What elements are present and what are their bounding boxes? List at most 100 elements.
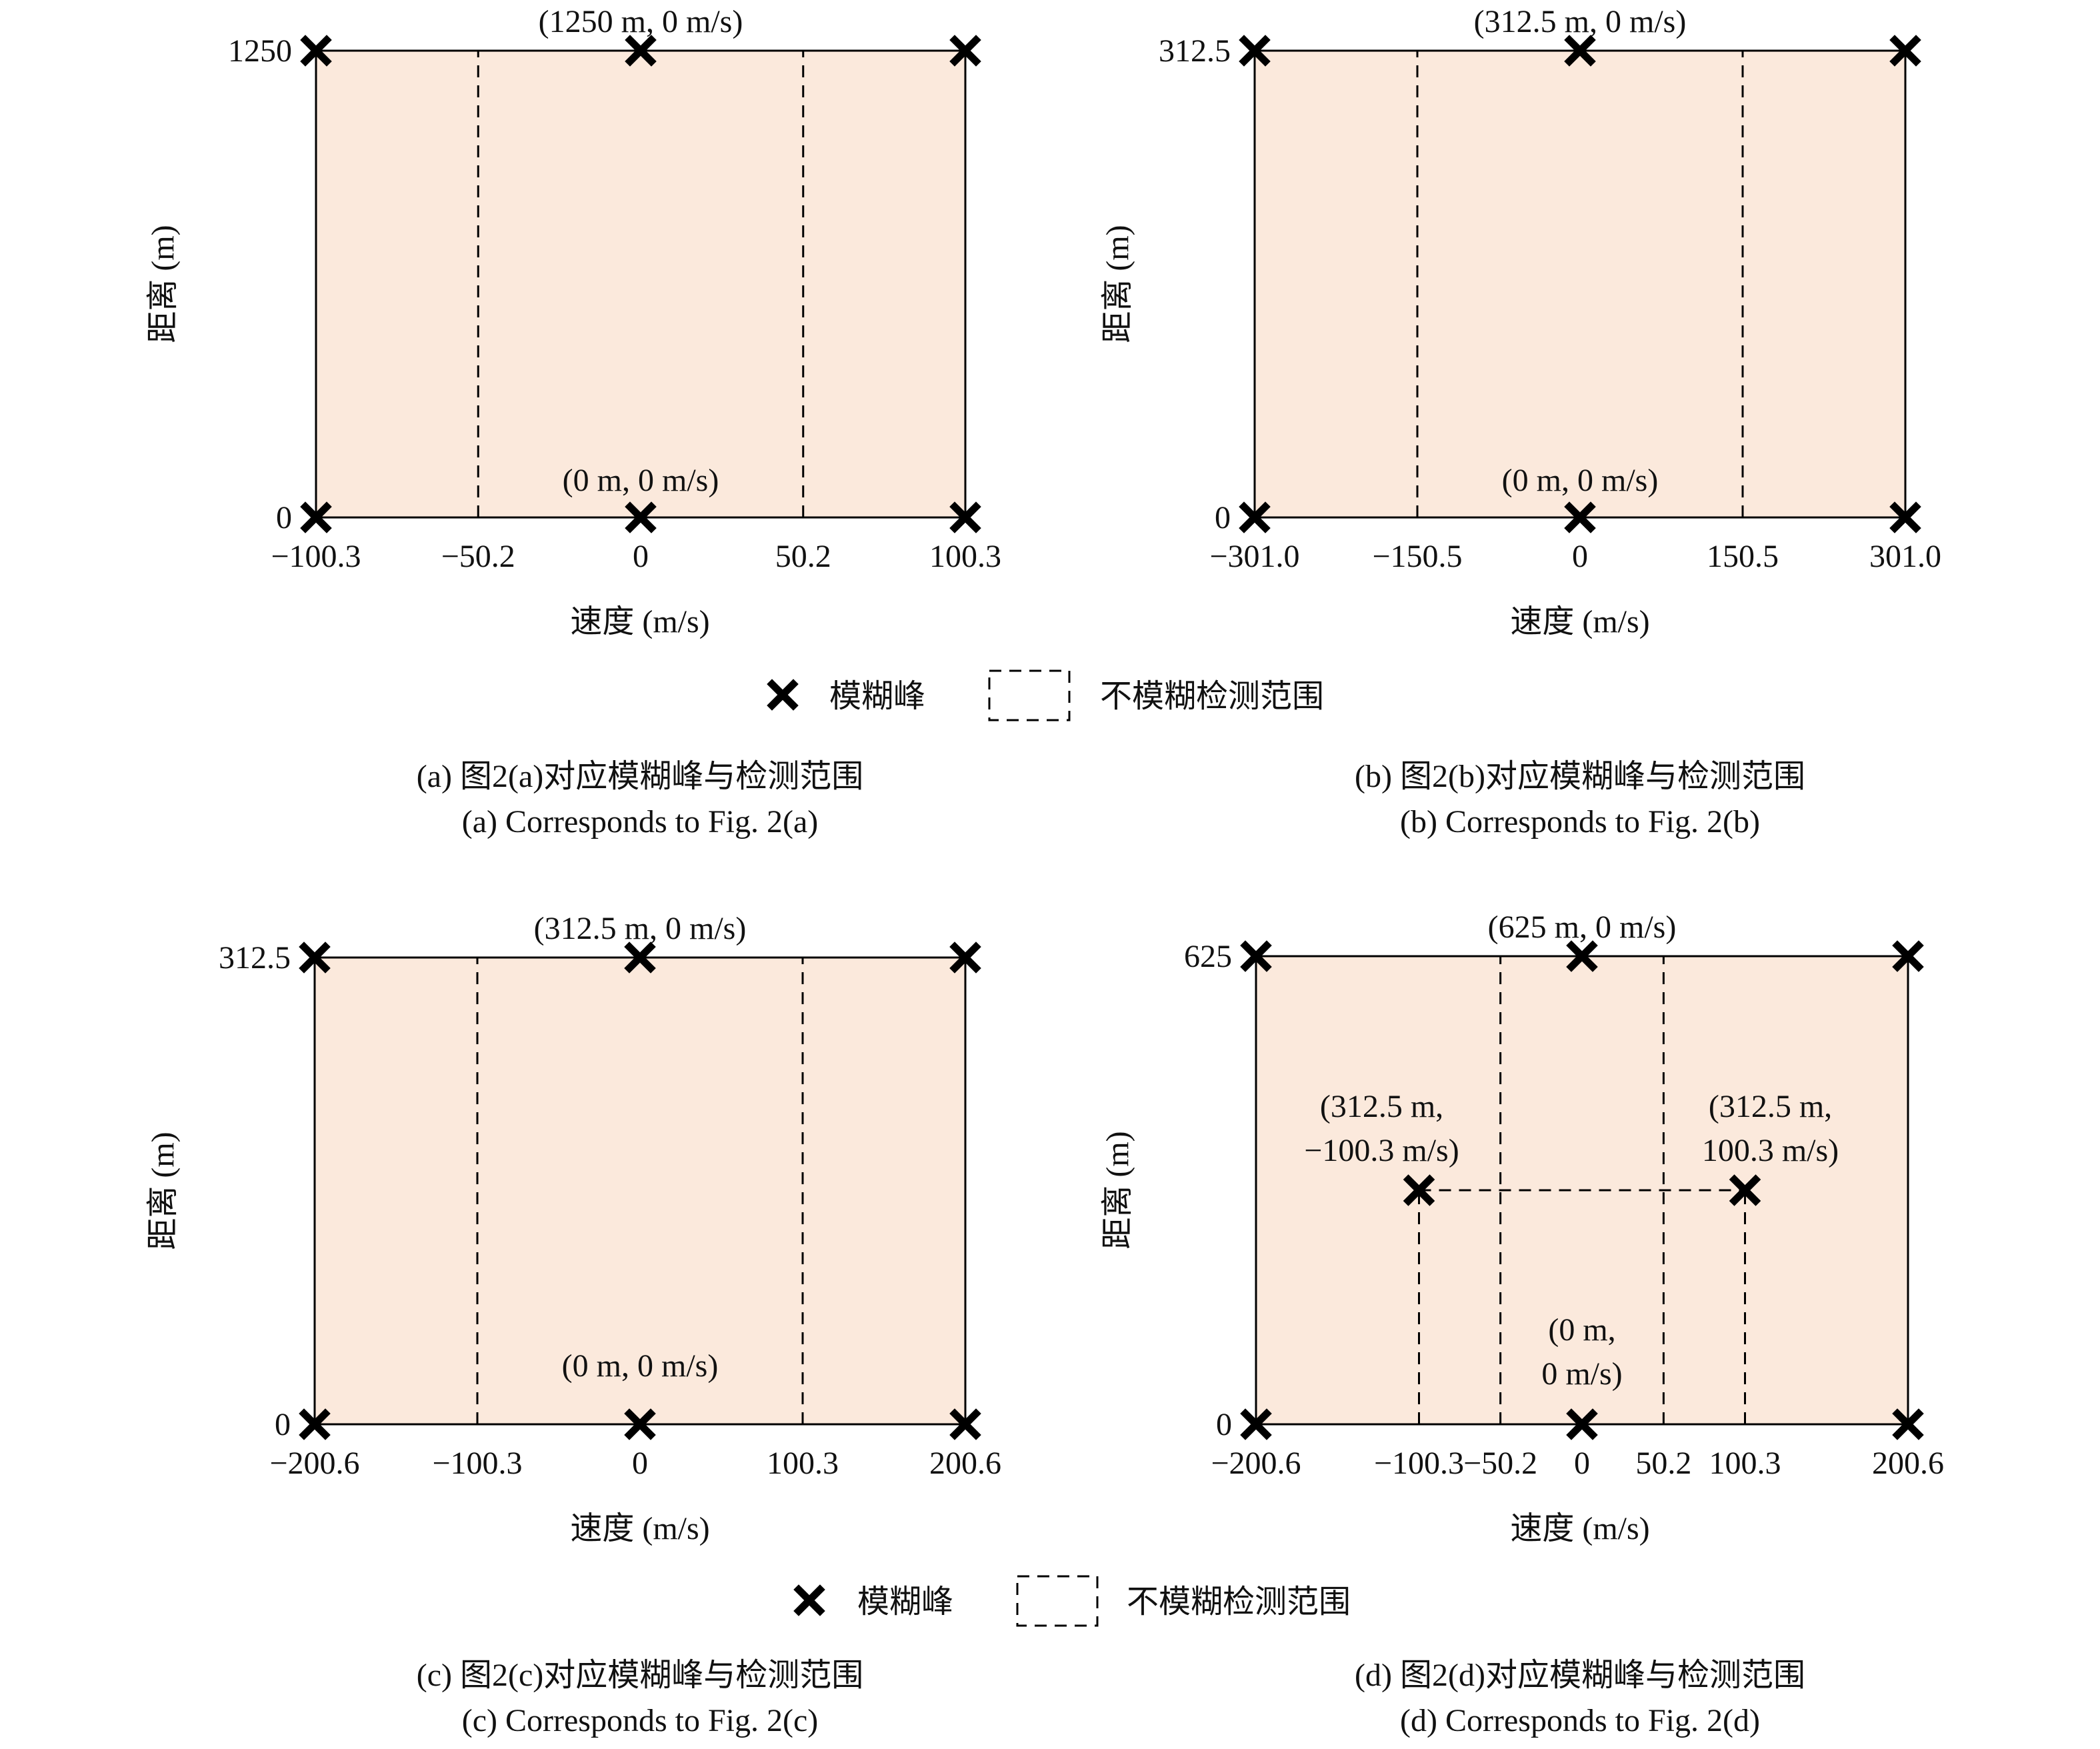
y-tick-label: 0 [1215,500,1231,535]
caption-chinese: (a) 图2(a)对应模糊峰与检测范围 [417,759,864,794]
legend-peak-icon [793,1584,825,1616]
ambiguity-peak-marker [1566,940,1598,972]
x-tick-label: 100.3 [767,1446,839,1481]
y-tick-label: 625 [1184,939,1232,974]
peak-annotation: (0 m, [1548,1312,1615,1348]
legend-region-icon [1016,1575,1099,1627]
x-tick-label: −200.6 [1211,1446,1301,1481]
ambiguity-peak-marker [949,1408,981,1440]
ambiguity-peak-marker [1239,501,1271,533]
ambiguity-peak-marker [1889,501,1921,533]
ambiguity-peak-marker [949,35,981,67]
peak-annotation: (0 m, 0 m/s) [562,1348,719,1384]
x-tick-label: 100.3 [929,539,1001,574]
peak-annotation: (312.5 m, 0 m/s) [534,911,747,946]
caption-english: (c) Corresponds to Fig. 2(c) [462,1703,819,1738]
legend-peak-icon [767,679,799,711]
ambiguity-peak-marker [1240,1408,1272,1440]
peak-annotation: (0 m, 0 m/s) [1502,463,1659,498]
x-tick-label: −50.2 [441,539,515,574]
caption-english: (d) Corresponds to Fig. 2(d) [1400,1703,1760,1738]
x-axis-label: 速度 (m/s) [570,1511,709,1546]
x-tick-label: 301.0 [1869,539,1941,574]
x-tick-label: −200.6 [269,1446,359,1481]
peak-annotation: (312.5 m, 0 m/s) [1474,4,1687,39]
ambiguity-peak-marker [625,35,657,67]
x-tick-label: 0 [632,1446,648,1481]
ambiguity-peak-marker [1889,35,1921,67]
caption-english: (b) Corresponds to Fig. 2(b) [1400,804,1760,839]
caption-chinese: (c) 图2(c)对应模糊峰与检测范围 [417,1658,864,1693]
ambiguity-peak-marker [1566,1408,1598,1440]
y-tick-label: 0 [276,500,292,535]
y-tick-label: 1250 [228,33,292,69]
x-tick-label: 200.6 [929,1446,1001,1481]
peak-annotation: −100.3 m/s) [1304,1133,1459,1168]
x-tick-label: 0 [1574,1446,1590,1481]
peak-annotation: 0 m/s) [1541,1356,1622,1392]
ambiguity-peak-marker [625,501,657,533]
x-axis-label: 速度 (m/s) [570,604,709,639]
legend-region-icon [988,669,1071,721]
y-axis-label: 距离 (m) [145,225,181,343]
ambiguity-peak-marker [300,501,332,533]
legend-region-label: 不模糊检测范围 [1127,1584,1351,1620]
x-axis-label: 速度 (m/s) [1510,1511,1649,1546]
ambiguity-peak-marker [1892,1408,1924,1440]
x-tick-label: −100.3 [432,1446,522,1481]
ambiguity-peak-marker [1240,940,1272,972]
legend: 模糊峰 不模糊检测范围 [793,1575,1351,1627]
ambiguity-peak-marker [299,1408,331,1440]
ambiguity-peak-marker [1892,940,1924,972]
x-tick-label: −100.3 [271,539,361,574]
plot-area [313,956,967,1426]
x-tick-label: 100.3 [1709,1446,1781,1481]
peak-annotation: 100.3 m/s) [1702,1133,1839,1168]
y-tick-label: 0 [275,1407,291,1442]
subplot-a: −100.3 −50.2 0 50.2 100.3 0 1250 速度 (m/s) 距离 (m)… [145,4,1001,839]
legend: 模糊峰 不模糊检测范围 [767,669,1324,721]
x-tick-label: 0 [633,539,649,574]
y-tick-label: 312.5 [219,940,291,976]
x-tick-label: −301.0 [1209,539,1299,574]
ambiguity-peak-marker [949,942,981,974]
ambiguity-peak-marker [949,501,981,533]
ambiguity-peak-marker [300,35,332,67]
ambiguity-peak-marker [624,942,656,974]
ambiguity-peak-marker [299,942,331,974]
peak-annotation: (312.5 m, [1709,1089,1832,1124]
peak-annotation: (1250 m, 0 m/s) [539,4,743,39]
subplot-c: −200.6 −100.3 0 100.3 200.6 0 312.5 速度 (m/s) 距离 … [145,911,1001,1738]
ambiguity-peak-marker [624,1408,656,1440]
x-tick-label: −50.2 [1463,1446,1537,1481]
caption-chinese: (b) 图2(b)对应模糊峰与检测范围 [1355,759,1805,794]
x-tick-label: 0 [1572,539,1588,574]
y-tick-label: 312.5 [1159,33,1231,69]
y-axis-label: 距离 (m) [1100,225,1135,343]
peak-annotation: (625 m, 0 m/s) [1488,910,1677,945]
plot-area [1253,49,1907,519]
x-tick-label: −100.3 [1374,1446,1464,1481]
legend-peak-label: 模糊峰 [857,1584,953,1620]
peak-annotation: (312.5 m, [1320,1089,1443,1124]
plot-area [315,49,967,519]
subplot-d: −200.6 −100.3 −50.2 0 50.2 100.3 200.6 0 625 速度 (… [1100,910,1944,1738]
peak-annotation: (0 m, 0 m/s) [563,463,719,498]
legend-region-label: 不模糊检测范围 [1100,679,1324,714]
ambiguity-peak-marker [1403,1174,1435,1206]
y-axis-label: 距离 (m) [1100,1131,1135,1249]
caption-chinese: (d) 图2(d)对应模糊峰与检测范围 [1355,1658,1805,1693]
subplot-b: −301.0 −150.5 0 150.5 301.0 0 312.5 速度 (m/s) 距离 … [1100,4,1941,839]
ambiguity-peak-marker [1239,35,1271,67]
ambiguity-peak-marker [1729,1174,1761,1206]
x-tick-label: 200.6 [1872,1446,1944,1481]
x-tick-label: 150.5 [1707,539,1779,574]
ambiguity-peak-marker [1564,501,1596,533]
y-axis-label: 距离 (m) [145,1132,181,1250]
legend-peak-label: 模糊峰 [829,679,925,714]
x-tick-label: 50.2 [775,539,831,574]
x-axis-label: 速度 (m/s) [1510,604,1649,639]
caption-english: (a) Corresponds to Fig. 2(a) [462,804,819,839]
y-tick-label: 0 [1216,1407,1232,1442]
